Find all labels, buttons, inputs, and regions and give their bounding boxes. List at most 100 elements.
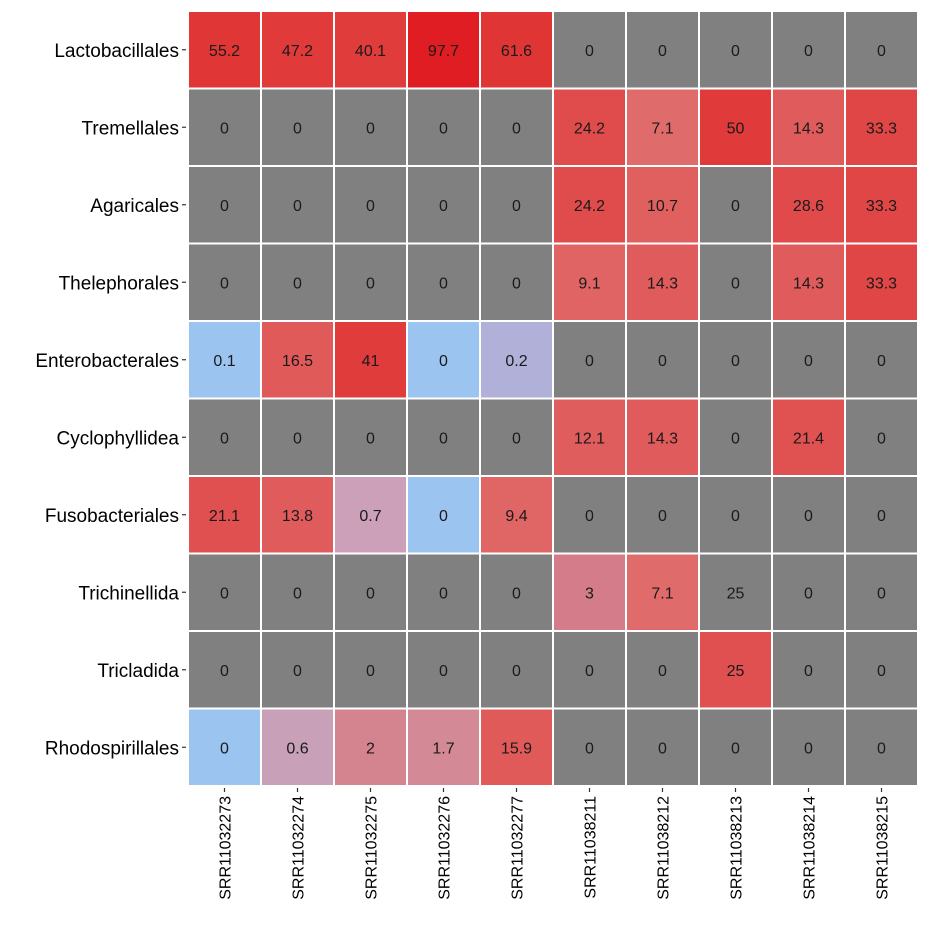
heatmap-cell [700, 12, 771, 88]
cell-value-label: 0 [366, 198, 375, 215]
cell-value-label: 24.2 [574, 120, 605, 137]
heatmap-cell [846, 89, 917, 165]
cell-value-label: 0 [220, 275, 229, 292]
cell-value-label: 0 [439, 120, 448, 137]
heatmap-cells [189, 12, 917, 785]
heatmap-cell [846, 632, 917, 708]
heatmap-cell [700, 554, 771, 630]
heatmap-cell [627, 399, 698, 475]
heatmap-cell [481, 89, 552, 165]
cell-value-label: 50 [727, 120, 745, 137]
heatmap-cell [481, 477, 552, 553]
heatmap-cell [554, 477, 625, 553]
row-label: Enterobacterales [35, 351, 179, 372]
heatmap-cell [554, 322, 625, 398]
row-label: Thelephorales [59, 273, 179, 294]
cell-value-label: 41 [362, 353, 380, 370]
column-label: SRR11038211 [583, 796, 600, 899]
cell-value-label: 0 [512, 430, 521, 447]
cell-value-label: 0 [804, 663, 813, 680]
heatmap-cell [554, 399, 625, 475]
cell-value-label: 14.3 [793, 120, 824, 137]
cell-value-label: 0 [366, 585, 375, 602]
heatmap-cell [773, 632, 844, 708]
heatmap-cell [627, 12, 698, 88]
column-label: SRR11032273 [218, 796, 235, 900]
cell-value-label: 0 [877, 43, 886, 60]
heatmap-cell [189, 477, 260, 553]
heatmap-cell [408, 554, 479, 630]
heatmap-cell [700, 632, 771, 708]
cell-value-label: 0 [220, 663, 229, 680]
row-label: Rhodospirillales [45, 738, 179, 759]
heatmap-cell [700, 477, 771, 553]
column-label: SRR11032276 [437, 796, 454, 900]
heatmap-cell [846, 399, 917, 475]
cell-value-label: 13.8 [282, 508, 313, 525]
heatmap-cell-labels: 55.2 47.2 40.1 97.7 61.6 0 0 0 0 0 0 0 0 0 0 24.2 7.1 50 1… [209, 43, 897, 758]
heatmap-cell [554, 709, 625, 785]
heatmap-cell [481, 322, 552, 398]
heatmap-cell [335, 554, 406, 630]
cell-value-label: 0 [293, 198, 302, 215]
cell-value-label: 0 [439, 275, 448, 292]
heatmap-cell [481, 12, 552, 88]
heatmap-cell [846, 322, 917, 398]
cell-value-label: 12.1 [574, 430, 605, 447]
heatmap-cell [773, 12, 844, 88]
cell-value-label: 0 [293, 120, 302, 137]
heatmap-cell [846, 477, 917, 553]
cell-value-label: 0 [877, 740, 886, 757]
cell-value-label: 0 [439, 198, 448, 215]
heatmap-cell [700, 167, 771, 243]
row-label: Lactobacillales [54, 41, 179, 62]
heatmap-cell [189, 322, 260, 398]
cell-value-label: 40.1 [355, 43, 386, 60]
heatmap-cell [335, 322, 406, 398]
heatmap-cell [773, 399, 844, 475]
row-label: Tricladida [97, 661, 179, 682]
cell-value-label: 0 [512, 275, 521, 292]
heatmap-cell [262, 244, 333, 320]
heatmap-cell [335, 167, 406, 243]
cell-value-label: 0 [293, 585, 302, 602]
cell-value-label: 0.7 [359, 508, 381, 525]
cell-value-label: 0 [731, 740, 740, 757]
cell-value-label: 0 [731, 43, 740, 60]
heatmap-cell [408, 322, 479, 398]
heatmap-cell [773, 477, 844, 553]
cell-value-label: 0 [877, 353, 886, 370]
heatmap-cell [773, 322, 844, 398]
cell-value-label: 0 [658, 353, 667, 370]
cell-value-label: 0 [731, 353, 740, 370]
cell-value-label: 55.2 [209, 43, 240, 60]
heatmap-cell [627, 632, 698, 708]
cell-value-label: 0 [804, 43, 813, 60]
cell-value-label: 0.1 [213, 353, 235, 370]
cell-value-label: 9.4 [505, 508, 527, 525]
cell-value-label: 14.3 [647, 430, 678, 447]
cell-value-label: 3 [585, 585, 594, 602]
heatmap-cell [408, 632, 479, 708]
cell-value-label: 7.1 [651, 120, 673, 137]
heatmap-cell [408, 167, 479, 243]
heatmap-cell [189, 167, 260, 243]
cell-value-label: 0 [366, 663, 375, 680]
heatmap-cell [846, 554, 917, 630]
heatmap-cell [846, 167, 917, 243]
cell-value-label: 0 [220, 430, 229, 447]
heatmap-cell [846, 244, 917, 320]
cell-value-label: 0 [220, 740, 229, 757]
column-label: SRR11032274 [291, 796, 308, 900]
heatmap-cell [408, 477, 479, 553]
cell-value-label: 15.9 [501, 740, 532, 757]
heatmap-cell [773, 554, 844, 630]
heatmap-cell [481, 399, 552, 475]
cell-value-label: 47.2 [282, 43, 313, 60]
heatmap-cell [262, 399, 333, 475]
heatmap-cell [481, 244, 552, 320]
heatmap-cell [554, 89, 625, 165]
heatmap-cell [627, 477, 698, 553]
cell-value-label: 0 [439, 508, 448, 525]
